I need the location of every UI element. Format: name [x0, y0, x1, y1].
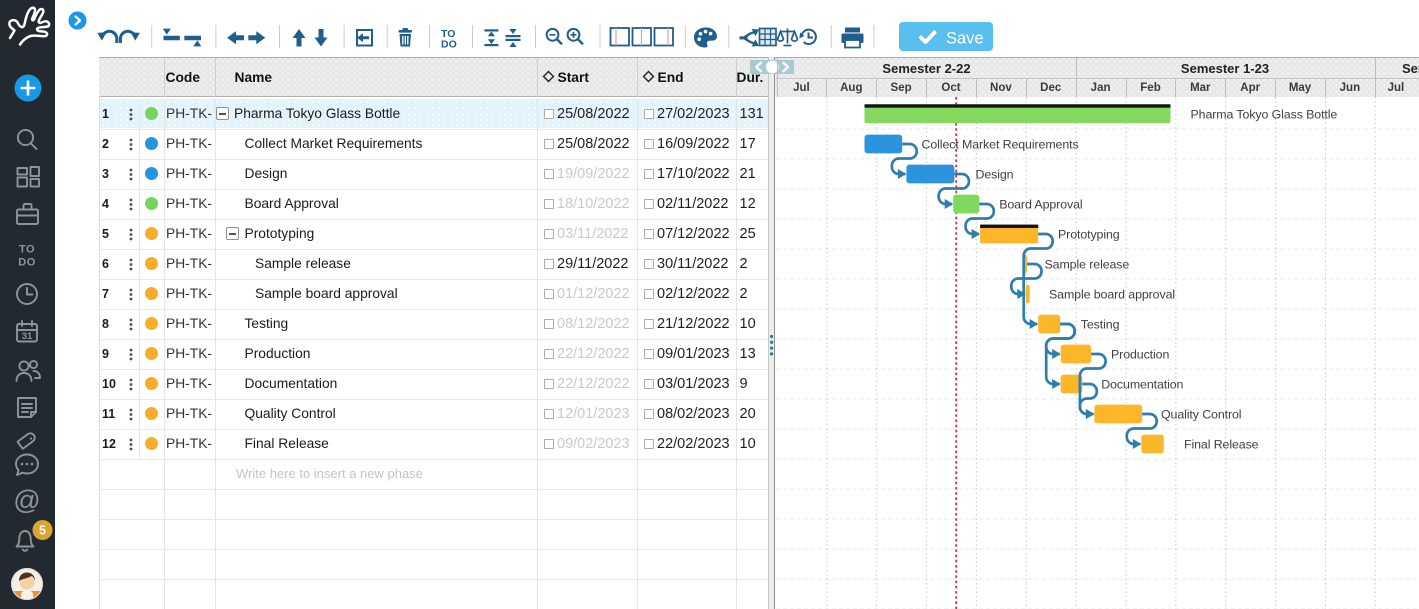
svg-text:Final Release: Final Release: [1184, 437, 1259, 451]
svg-text:Collect Market Requirements: Collect Market Requirements: [921, 137, 1078, 151]
svg-text:TO: TO: [19, 244, 35, 256]
svg-text:Sample board approval: Sample board approval: [1049, 287, 1175, 301]
svg-text:Pharma Tokyo Glass Bottle: Pharma Tokyo Glass Bottle: [1190, 107, 1337, 121]
svg-text:@: @: [13, 485, 40, 515]
svg-text:31: 31: [22, 331, 33, 342]
svg-text:DO: DO: [441, 39, 457, 51]
svg-text:Quality Control: Quality Control: [1161, 407, 1241, 421]
svg-text:Design: Design: [975, 167, 1013, 181]
svg-text:5: 5: [39, 524, 46, 538]
svg-text:TO: TO: [441, 28, 455, 40]
svg-text:Board Approval: Board Approval: [999, 197, 1082, 211]
svg-text:DO: DO: [18, 257, 36, 269]
svg-text:Sample release: Sample release: [1044, 257, 1129, 271]
svg-text:Testing: Testing: [1080, 317, 1119, 331]
svg-text:Save: Save: [946, 30, 984, 48]
svg-text:Prototyping: Prototyping: [1058, 227, 1120, 241]
svg-text:Production: Production: [1111, 347, 1169, 361]
svg-text:Documentation: Documentation: [1101, 377, 1183, 391]
